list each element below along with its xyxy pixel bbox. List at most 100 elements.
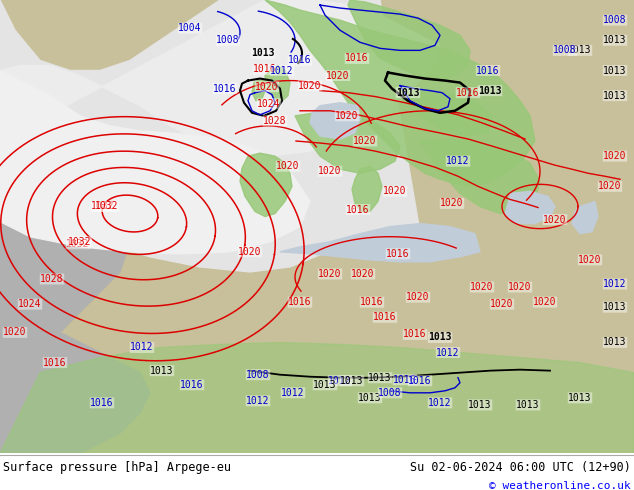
Text: 1020: 1020 — [490, 299, 514, 309]
Text: 1020: 1020 — [3, 327, 27, 338]
Polygon shape — [310, 103, 360, 139]
Text: 1016: 1016 — [408, 376, 432, 386]
Text: 1016: 1016 — [456, 88, 480, 98]
Text: 1013: 1013 — [469, 400, 492, 410]
Text: 1024: 1024 — [257, 99, 281, 109]
Polygon shape — [240, 153, 292, 217]
Text: 1020: 1020 — [327, 71, 350, 80]
Text: 1032: 1032 — [95, 201, 119, 212]
Text: 1012: 1012 — [428, 398, 452, 408]
Text: 1020: 1020 — [318, 269, 342, 279]
Text: 1008: 1008 — [246, 369, 269, 380]
Text: 1020: 1020 — [238, 247, 262, 257]
Text: 1016: 1016 — [288, 55, 312, 66]
Text: 1028: 1028 — [263, 116, 287, 126]
Text: 1016: 1016 — [288, 297, 312, 307]
Text: 1016: 1016 — [386, 249, 410, 259]
Text: 1013: 1013 — [428, 332, 452, 343]
Polygon shape — [505, 192, 555, 223]
Polygon shape — [0, 332, 150, 453]
Text: 1016: 1016 — [476, 66, 500, 75]
Text: 1020: 1020 — [598, 181, 622, 191]
Text: 1020: 1020 — [578, 255, 602, 265]
Text: 1013: 1013 — [313, 380, 337, 390]
Text: 1020: 1020 — [335, 111, 359, 121]
Text: 1012: 1012 — [436, 347, 460, 358]
Text: 1016: 1016 — [346, 53, 369, 63]
Text: 1016: 1016 — [393, 375, 417, 385]
Text: 1016: 1016 — [213, 84, 236, 94]
Text: 1013: 1013 — [603, 35, 627, 45]
Text: 1020: 1020 — [406, 292, 430, 302]
Text: 1012: 1012 — [603, 279, 627, 289]
Text: 1016: 1016 — [180, 380, 204, 390]
Polygon shape — [0, 71, 310, 254]
Polygon shape — [265, 0, 535, 186]
Polygon shape — [348, 0, 470, 80]
Text: 1016: 1016 — [346, 204, 370, 215]
Text: 1012: 1012 — [130, 343, 154, 352]
Text: 1024: 1024 — [18, 299, 42, 309]
Polygon shape — [265, 66, 290, 103]
Text: 1020: 1020 — [543, 215, 567, 224]
Text: 1013: 1013 — [358, 393, 382, 403]
Text: 1013: 1013 — [603, 66, 627, 75]
Text: 1016: 1016 — [253, 65, 277, 74]
Polygon shape — [352, 166, 382, 212]
Polygon shape — [572, 201, 598, 234]
Text: Surface pressure [hPa] Arpege-eu: Surface pressure [hPa] Arpege-eu — [3, 461, 231, 474]
Text: 1016: 1016 — [373, 312, 397, 322]
Polygon shape — [295, 113, 400, 173]
Polygon shape — [0, 0, 130, 393]
Text: 1008: 1008 — [216, 35, 240, 45]
Polygon shape — [400, 91, 492, 136]
Text: 1020: 1020 — [276, 161, 300, 171]
Text: 1016: 1016 — [90, 398, 113, 408]
Text: © weatheronline.co.uk: © weatheronline.co.uk — [489, 481, 631, 490]
Text: 1028: 1028 — [40, 274, 64, 284]
Text: 1013: 1013 — [568, 46, 592, 55]
Text: 1032: 1032 — [66, 239, 90, 249]
Text: 1016: 1016 — [43, 358, 67, 368]
Text: 1016: 1016 — [360, 297, 384, 307]
Text: 1020: 1020 — [508, 282, 532, 292]
Text: 1008: 1008 — [603, 15, 627, 25]
Polygon shape — [0, 0, 420, 272]
Text: 1020: 1020 — [256, 82, 279, 92]
Text: 1013: 1013 — [603, 91, 627, 100]
Text: 1004: 1004 — [178, 23, 202, 33]
Polygon shape — [0, 343, 634, 453]
Text: Su 02-06-2024 06:00 UTC (12+90): Su 02-06-2024 06:00 UTC (12+90) — [410, 461, 631, 474]
Text: 1020: 1020 — [470, 282, 494, 292]
Text: 1008: 1008 — [378, 388, 402, 398]
Text: 1012: 1012 — [246, 396, 269, 406]
Text: 1020: 1020 — [353, 136, 377, 146]
Text: 1013: 1013 — [603, 338, 627, 347]
Text: 1020: 1020 — [298, 81, 321, 91]
Text: 1020: 1020 — [351, 269, 375, 279]
Polygon shape — [340, 0, 634, 96]
Text: 1012: 1012 — [446, 156, 470, 166]
Text: 1013: 1013 — [396, 88, 420, 98]
Polygon shape — [280, 223, 480, 262]
Text: 1020: 1020 — [318, 166, 342, 176]
Text: 1013: 1013 — [603, 302, 627, 312]
Text: 1013: 1013 — [368, 373, 392, 383]
Text: 1013: 1013 — [251, 49, 275, 58]
Polygon shape — [420, 139, 540, 214]
Text: 1012: 1012 — [328, 376, 352, 386]
Polygon shape — [0, 0, 440, 156]
Text: 1020: 1020 — [533, 297, 557, 307]
Text: 1032: 1032 — [91, 201, 115, 212]
Text: 1032: 1032 — [68, 237, 92, 247]
Text: 1008: 1008 — [553, 46, 577, 55]
Text: 1020: 1020 — [440, 198, 463, 208]
Text: 1020: 1020 — [383, 186, 407, 196]
Text: 1013: 1013 — [516, 400, 540, 410]
Text: 1020: 1020 — [603, 151, 627, 161]
Text: 1012: 1012 — [281, 388, 305, 398]
Polygon shape — [252, 78, 266, 101]
Text: 1013: 1013 — [340, 376, 364, 386]
Text: 1013: 1013 — [150, 366, 174, 376]
Text: 1012: 1012 — [270, 66, 294, 75]
